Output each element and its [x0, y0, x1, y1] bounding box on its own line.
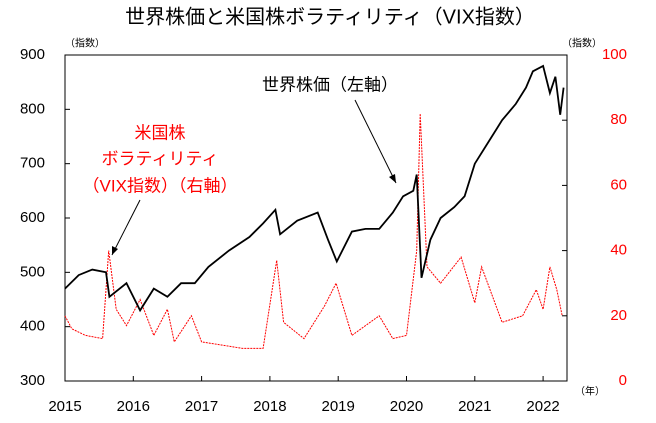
x-tick-label: 2017: [185, 398, 218, 415]
x-unit: （年）: [575, 385, 605, 398]
annotation: （VIX指数）（右軸）: [83, 176, 238, 195]
y-tick-label: 700: [20, 155, 45, 172]
y-tick-label: 600: [20, 209, 45, 226]
y-tick-label: 800: [20, 100, 45, 117]
arrow-head: [389, 174, 396, 183]
annotation: 米国株: [135, 123, 186, 142]
x-tick-label: 2016: [117, 398, 150, 415]
arrow: [354, 99, 397, 184]
y-tick-label: 300: [20, 372, 45, 389]
x-tick-label: 2019: [322, 398, 355, 415]
y2-tick-label: 0: [619, 372, 627, 389]
x-tick-label: 2015: [48, 398, 81, 415]
series-line: [64, 113, 563, 349]
y2-tick-label: 60: [610, 176, 627, 193]
x-tick-label: 2022: [526, 398, 559, 415]
x-tick-label: 2020: [390, 398, 423, 415]
annotation: ボラティリティ: [102, 149, 219, 168]
y2-tick-label: 80: [610, 111, 627, 128]
y-unit: （指数）: [65, 37, 105, 50]
y2-tick-label: 100: [602, 46, 627, 63]
arrow: [111, 199, 141, 256]
x-tick-label: 2018: [253, 398, 286, 415]
chart-title: 世界株価と米国株ボラティリティ（VIX指数）: [125, 5, 535, 28]
y2-tick-label: 20: [610, 307, 627, 324]
x-tick-label: 2021: [458, 398, 491, 415]
series-line: [64, 64, 565, 313]
plot-frame: [64, 54, 568, 382]
y-tick-label: 400: [20, 318, 45, 335]
y2-tick-label: 40: [610, 242, 627, 259]
y2-unit: （指数）: [562, 37, 602, 50]
y-tick-label: 500: [20, 263, 45, 280]
annotation: 世界株価（左軸）: [262, 75, 398, 94]
arrow-head: [112, 246, 118, 255]
y-tick-label: 900: [20, 46, 45, 63]
